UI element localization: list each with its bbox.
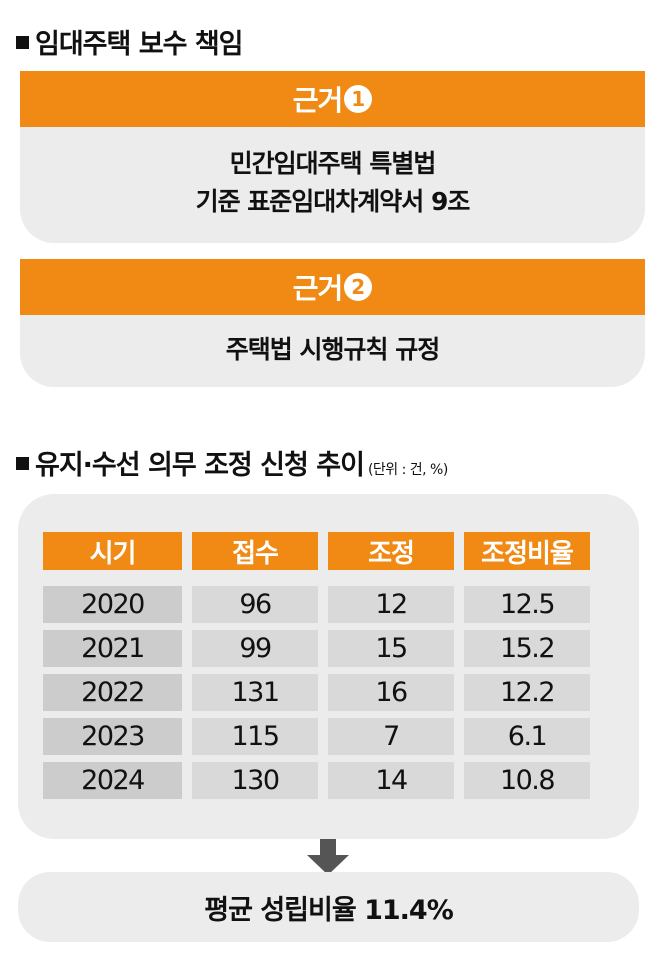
table-cell-settled: 15 bbox=[328, 630, 454, 667]
number-circle-icon: 1 bbox=[344, 85, 373, 113]
table-cell-ratio: 12.2 bbox=[464, 674, 590, 711]
table-cell-settled: 14 bbox=[328, 762, 454, 799]
table-cell-ratio: 15.2 bbox=[464, 630, 590, 667]
average-result-text: 평균 성립비율 11.4% bbox=[204, 894, 454, 926]
basis-body-1: 민간임대주택 특별법 기준 표준임대차계약서 9조 bbox=[20, 127, 645, 221]
table-cell-year: 2020 bbox=[43, 586, 182, 623]
basis-label: 근거 bbox=[292, 84, 344, 117]
table-cell-year: 2023 bbox=[43, 718, 182, 755]
trend-table: 시기 접수 조정 조정비율 2020 96 12 12.5 2021 99 15… bbox=[43, 532, 615, 799]
basis-card-1: 근거 1 민간임대주택 특별법 기준 표준임대차계약서 9조 bbox=[20, 71, 645, 243]
basis-line: 민간임대주택 특별법 bbox=[229, 149, 437, 178]
table-cell-ratio: 10.8 bbox=[464, 762, 590, 799]
basis-body-2: 주택법 시행규칙 규정 bbox=[20, 315, 645, 369]
table-cell-received: 130 bbox=[192, 762, 318, 799]
basis-line: 기준 표준임대차계약서 9조 bbox=[195, 187, 471, 216]
table-header-settled: 조정 bbox=[328, 532, 454, 570]
section-title-maintenance: 임대주택 보수 책임 bbox=[16, 22, 244, 61]
basis-line: 주택법 시행규칙 규정 bbox=[225, 335, 440, 364]
basis-header-2: 근거 2 bbox=[20, 259, 645, 315]
square-bullet-icon bbox=[16, 36, 29, 49]
table-cell-settled: 12 bbox=[328, 586, 454, 623]
table-cell-received: 131 bbox=[192, 674, 318, 711]
section-title-text: 유지·수선 의무 조정 신청 추이 bbox=[35, 450, 365, 481]
basis-label: 근거 bbox=[292, 272, 344, 305]
trend-table-panel: 시기 접수 조정 조정비율 2020 96 12 12.5 2021 99 15… bbox=[18, 494, 639, 839]
down-arrow-icon bbox=[307, 839, 349, 875]
table-cell-received: 115 bbox=[192, 718, 318, 755]
table-header-period: 시기 bbox=[43, 532, 182, 570]
table-cell-year: 2021 bbox=[43, 630, 182, 667]
unit-label: (단위 : 건, %) bbox=[367, 462, 448, 478]
number-circle-icon: 2 bbox=[344, 273, 373, 301]
section-title-trend: 유지·수선 의무 조정 신청 추이 (단위 : 건, %) bbox=[16, 443, 448, 482]
table-cell-ratio: 12.5 bbox=[464, 586, 590, 623]
basis-card-2: 근거 2 주택법 시행규칙 규정 bbox=[20, 259, 645, 387]
section-title-text: 임대주택 보수 책임 bbox=[35, 29, 244, 60]
table-divider bbox=[43, 577, 590, 579]
table-cell-received: 96 bbox=[192, 586, 318, 623]
table-header-ratio: 조정비율 bbox=[464, 532, 590, 570]
table-cell-settled: 16 bbox=[328, 674, 454, 711]
basis-header-1: 근거 1 bbox=[20, 71, 645, 127]
square-bullet-icon bbox=[16, 457, 29, 470]
table-cell-year: 2022 bbox=[43, 674, 182, 711]
table-cell-settled: 7 bbox=[328, 718, 454, 755]
table-cell-received: 99 bbox=[192, 630, 318, 667]
table-cell-ratio: 6.1 bbox=[464, 718, 590, 755]
table-header-received: 접수 bbox=[192, 532, 318, 570]
table-cell-year: 2024 bbox=[43, 762, 182, 799]
average-result-box: 평균 성립비율 11.4% bbox=[18, 872, 639, 942]
